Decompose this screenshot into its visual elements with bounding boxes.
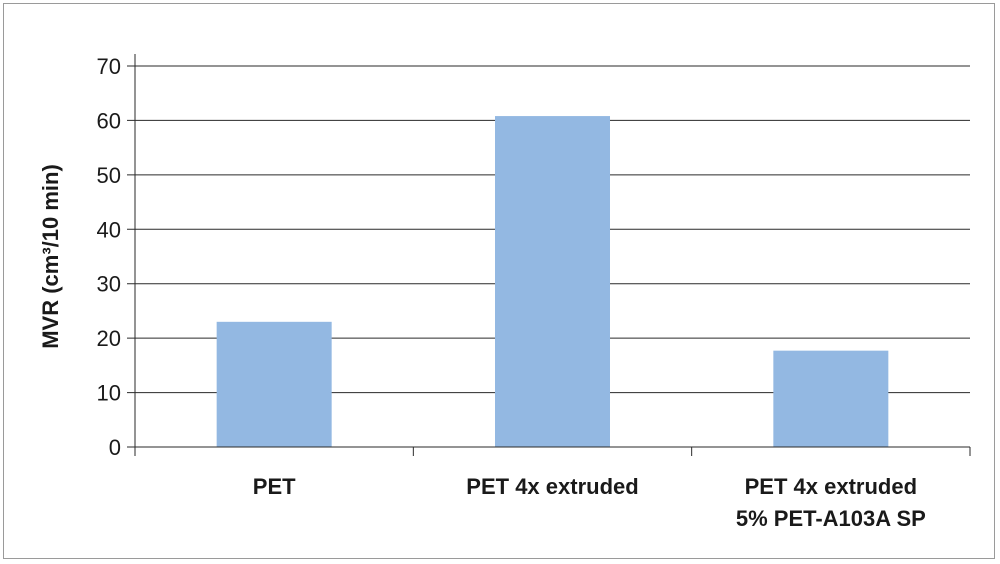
y-tick-label: 40: [97, 217, 121, 242]
bar: [773, 350, 889, 447]
x-category-label: PET 4x extruded: [466, 474, 638, 499]
y-axis-title: MVR (cm³/10 min): [38, 164, 63, 349]
y-tick-label: 20: [97, 326, 121, 351]
y-tick-labels: 0 10 20 30 40 50 60 70: [97, 54, 121, 460]
y-tick-label: 10: [97, 381, 121, 406]
y-tick-label: 60: [97, 108, 121, 133]
y-tick-label: 0: [109, 435, 121, 460]
bar: [216, 321, 332, 447]
x-category-label-line: PET: [253, 474, 296, 499]
y-tick-label: 70: [97, 54, 121, 79]
bars: [216, 116, 889, 448]
axes: [134, 54, 971, 456]
chart-frame: 0 10 20 30 40 50 60 70 PET PET 4x extruded PET 4x…: [3, 3, 995, 559]
x-category-label-line: PET 4x extruded: [745, 474, 917, 499]
bar: [495, 116, 610, 448]
y-tick-label: 30: [97, 272, 121, 297]
x-category-labels: PET PET 4x extruded PET 4x extruded 5% PET-…: [253, 474, 926, 531]
y-tick-label: 50: [97, 163, 121, 188]
x-category-label-line: PET 4x extruded: [466, 474, 638, 499]
x-category-label-line: 5% PET-A103A SP: [736, 506, 926, 531]
x-category-label: PET 4x extruded 5% PET-A103A SP: [736, 474, 926, 531]
x-category-label: PET: [253, 474, 296, 499]
